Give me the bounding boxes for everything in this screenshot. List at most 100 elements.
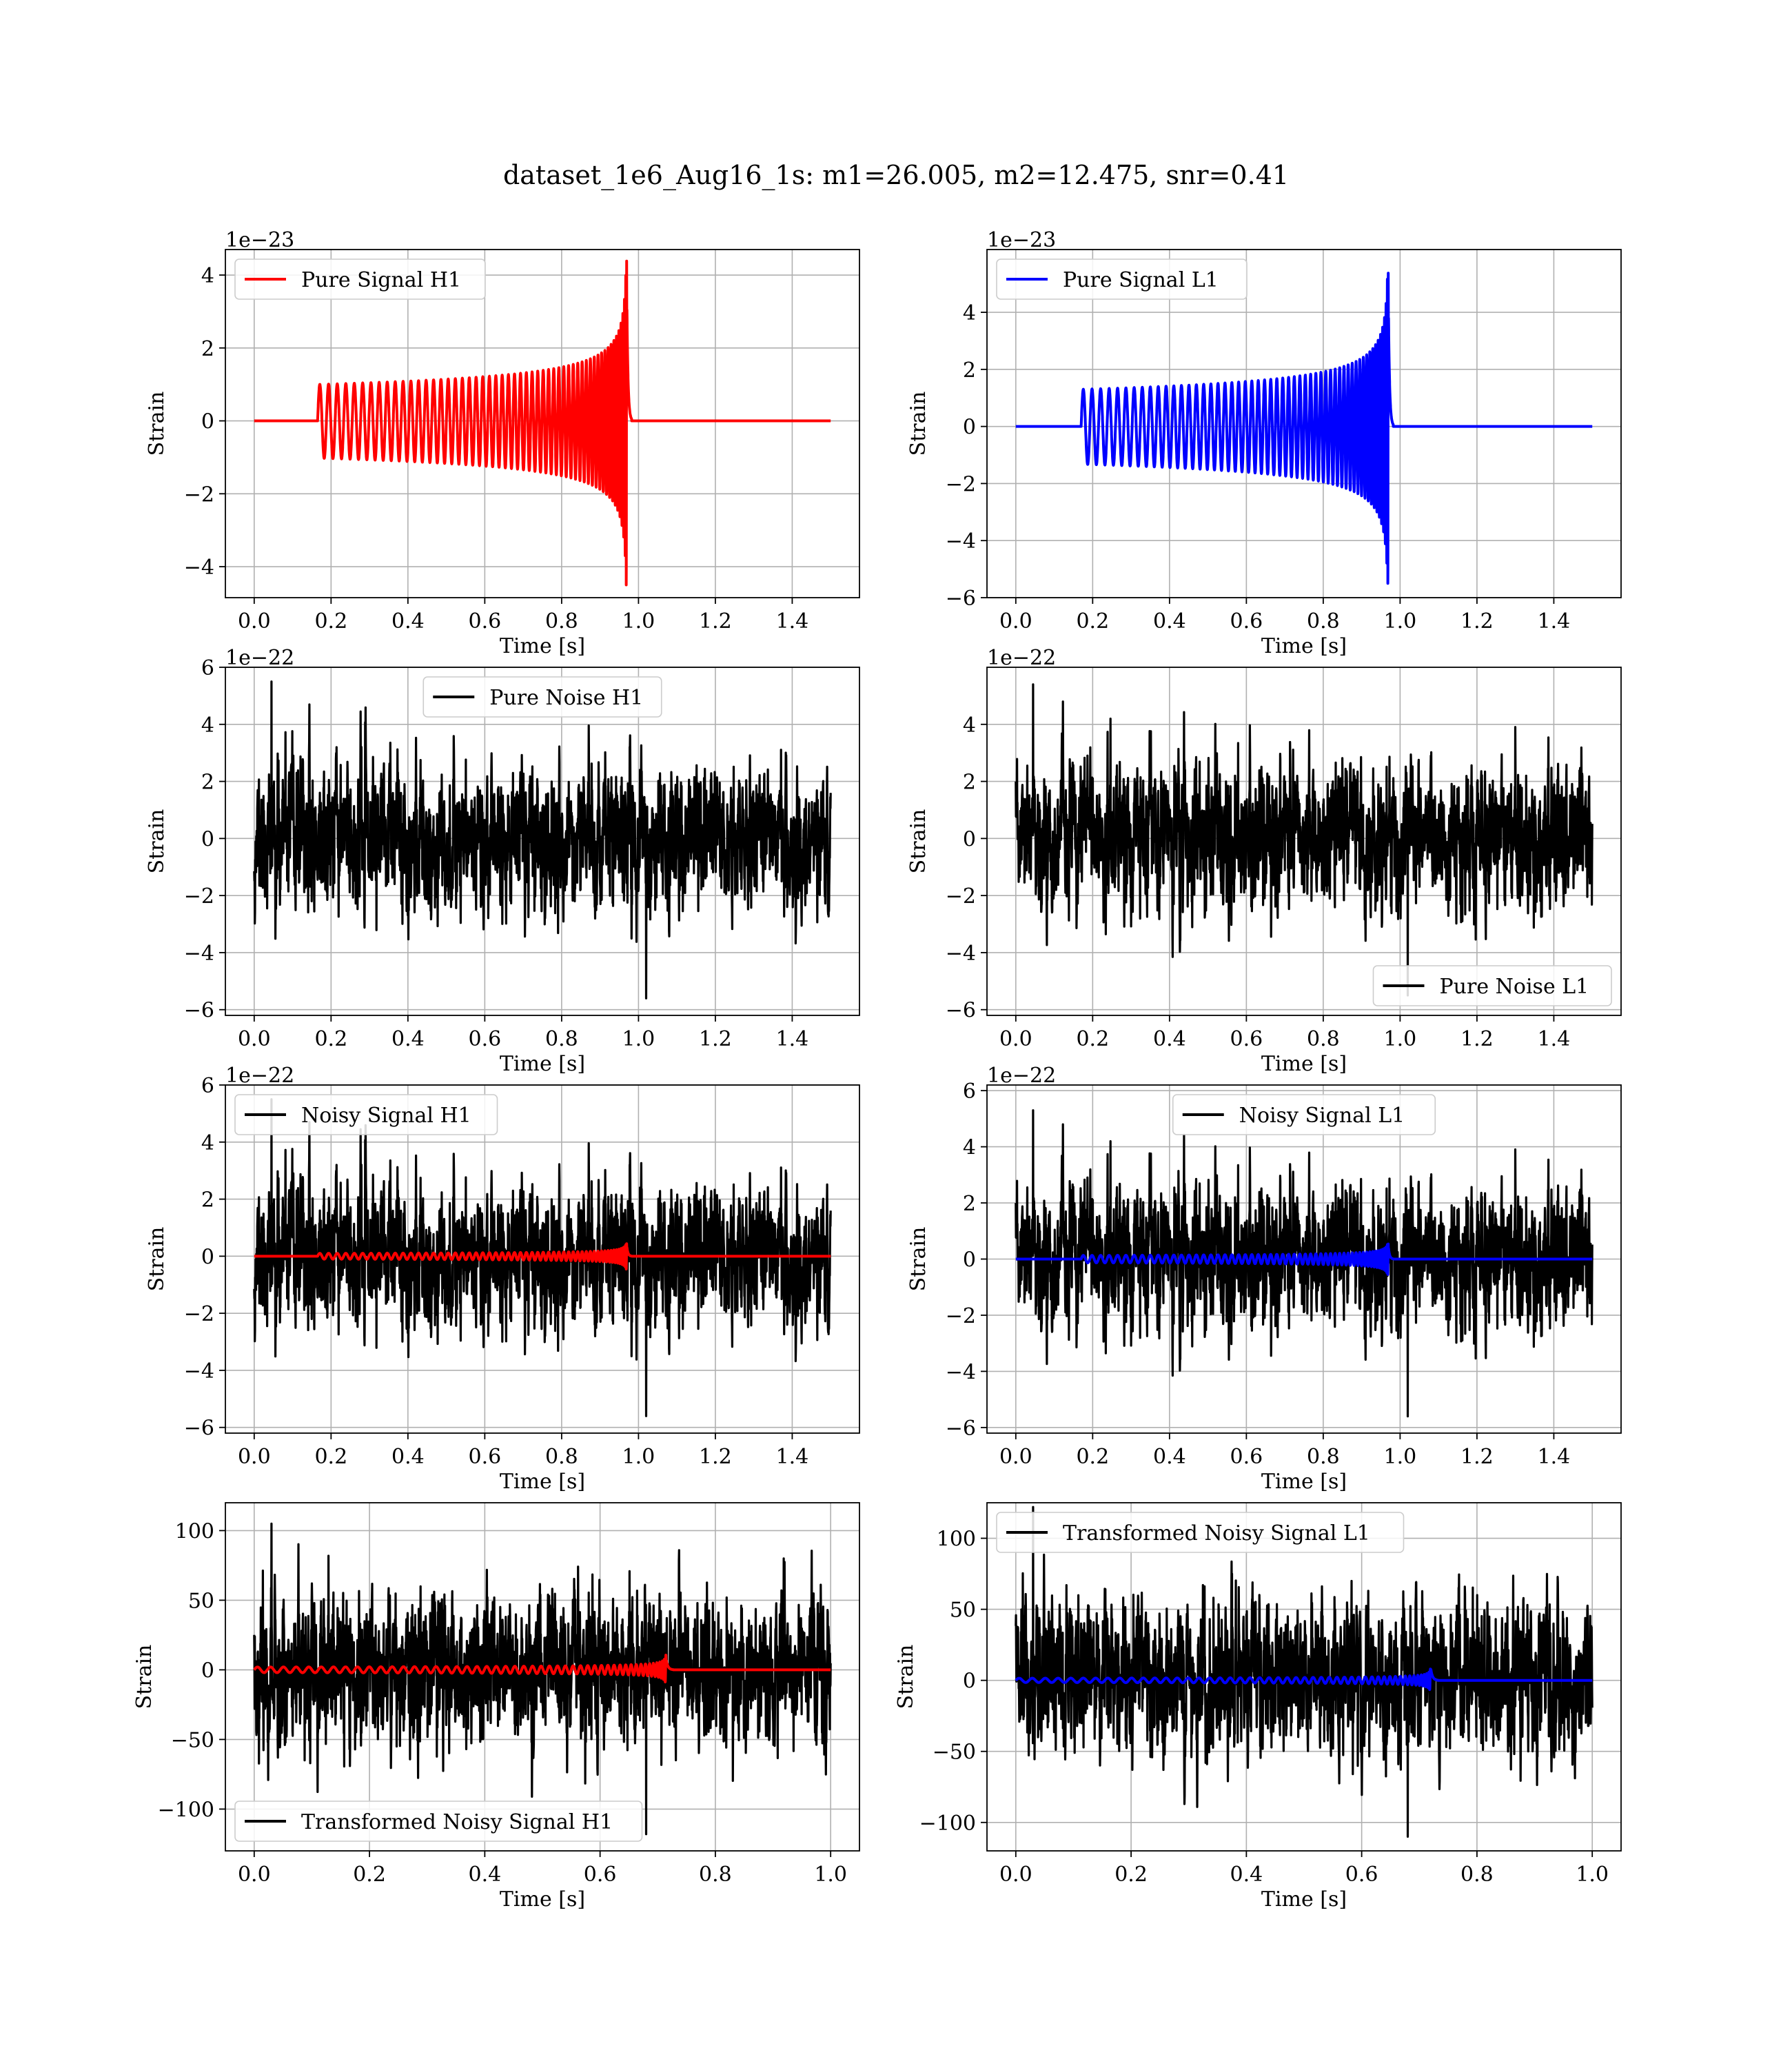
legend-label: Transformed Noisy Signal H1 — [301, 1810, 613, 1834]
x-axis-label: Time [s] — [500, 1887, 585, 1912]
x-tick-label: 0.4 — [391, 609, 425, 633]
series-line-transformed-noisy-signal-l1 — [1015, 1506, 1594, 1838]
subplot-transformed-noisy-signal-l1: 0.0 0.2 0.4 0.6 0.8 1.0 −100 −50 0 50 100 Time [s] S… — [894, 1502, 1622, 1912]
x-tick-label: 0.6 — [469, 1027, 502, 1051]
legend: Transformed Noisy Signal H1 — [234, 1801, 643, 1842]
y-tick-label: 100 — [175, 1519, 214, 1543]
y-tick-label: 0 — [963, 1248, 976, 1273]
x-tick-label: 1.4 — [1538, 609, 1571, 633]
series-line-noisy-signal-l1 — [1015, 1109, 1594, 1418]
series-line-pure-signal-h1 — [252, 259, 833, 587]
legend-box — [996, 1512, 1405, 1553]
x-tick-label: 0.4 — [1153, 1445, 1186, 1469]
subplot-noisy-signal-l1: 0.0 0.2 0.4 0.6 0.8 1.0 1.2 1.4 −6 −4 −2 0 2 4 6 Time [… — [906, 1064, 1622, 1494]
series-line-pure-noise-l1 — [1015, 683, 1594, 997]
x-tick-label: 1.0 — [1384, 609, 1417, 633]
y-tick-label: −100 — [158, 1798, 214, 1822]
subplot-pure-noise-l1: 0.0 0.2 0.4 0.6 0.8 1.0 1.2 1.4 −6 −4 −2 0 2 4 Time [s… — [906, 646, 1622, 1076]
series-line-overlay-1 — [252, 1242, 833, 1270]
x-axis-label: Time [s] — [1261, 1052, 1347, 1076]
x-tick-label: 1.2 — [699, 609, 732, 633]
x-tick-label: 0.6 — [1345, 1863, 1378, 1887]
y-tick-label: 0 — [201, 827, 214, 851]
legend-box — [234, 258, 486, 300]
subplot-noisy-signal-h1: 0.0 0.2 0.4 0.6 0.8 1.0 1.2 1.4 −6 −4 −2 0 2 4 6 Time [… — [145, 1064, 860, 1494]
x-tick-label: 1.4 — [1538, 1027, 1571, 1051]
y-tick-label: −2 — [946, 472, 976, 496]
legend-label: Noisy Signal L1 — [1239, 1104, 1405, 1128]
x-tick-label: 0.2 — [314, 1445, 347, 1469]
series-line-overlay-1 — [252, 1654, 833, 1683]
y-tick-label: 6 — [201, 1074, 214, 1098]
y-tick-label: 2 — [201, 1188, 214, 1213]
x-tick-label: 1.2 — [1460, 1027, 1494, 1051]
x-tick-label: 1.4 — [776, 609, 809, 633]
y-axis-label: Strain — [132, 1645, 156, 1710]
x-tick-label: 1.2 — [699, 1027, 732, 1051]
x-tick-label: 0.6 — [1230, 1027, 1263, 1051]
y-axis-label: Strain — [145, 392, 169, 456]
x-tick-label: 0.0 — [999, 1027, 1032, 1051]
y-tick-label: 6 — [963, 1079, 976, 1104]
x-tick-label: 0.8 — [1307, 1445, 1340, 1469]
x-axis-label: Time [s] — [1261, 634, 1347, 658]
y-tick-label: 0 — [201, 1659, 214, 1683]
y-offset-label: 1e−23 — [987, 228, 1056, 252]
axes-frame — [986, 667, 1622, 1016]
legend-box — [1172, 1094, 1436, 1135]
x-tick-label: 0.4 — [1153, 609, 1186, 633]
y-tick-label: −4 — [184, 942, 214, 966]
y-tick-label: 0 — [963, 416, 976, 440]
y-tick-label: −100 — [919, 1812, 976, 1836]
x-tick-label: 0.6 — [1230, 609, 1263, 633]
y-offset-label: 1e−22 — [987, 1064, 1056, 1088]
x-tick-label: 0.0 — [999, 609, 1032, 633]
subplot-pure-signal-h1: 0.0 0.2 0.4 0.6 0.8 1.0 1.2 1.4 −4 −2 0 2 4 Time [s] S… — [145, 228, 860, 658]
series-line-overlay-1 — [1014, 1242, 1594, 1276]
x-tick-label: 0.2 — [1114, 1863, 1148, 1887]
y-tick-label: −4 — [946, 1360, 976, 1384]
x-tick-label: 0.0 — [999, 1445, 1032, 1469]
x-tick-label: 0.4 — [391, 1027, 425, 1051]
y-axis-label: Strain — [906, 809, 930, 874]
series-line-pure-noise-h1 — [253, 680, 832, 1000]
y-axis-label: Strain — [894, 1645, 918, 1710]
y-tick-label: −6 — [184, 1417, 214, 1441]
x-axis-label: Time [s] — [1261, 1470, 1347, 1494]
y-tick-label: 4 — [201, 713, 214, 738]
y-offset-label: 1e−22 — [987, 646, 1056, 670]
x-tick-label: 1.0 — [622, 1027, 655, 1051]
x-tick-label: 1.4 — [1538, 1445, 1571, 1469]
y-tick-label: 6 — [201, 656, 214, 680]
x-tick-label: 0.4 — [1230, 1863, 1263, 1887]
series-line-noisy-signal-h1 — [253, 1098, 832, 1417]
x-tick-label: 0.4 — [469, 1863, 502, 1887]
x-tick-label: 0.2 — [314, 609, 347, 633]
y-tick-label: 0 — [201, 1245, 214, 1269]
x-tick-label: 1.4 — [776, 1027, 809, 1051]
series-line-transformed-noisy-signal-h1 — [253, 1522, 832, 1836]
x-tick-label: 0.8 — [1307, 1027, 1340, 1051]
legend: Pure Noise H1 — [422, 676, 662, 718]
subplot-pure-signal-l1: 0.0 0.2 0.4 0.6 0.8 1.0 1.2 1.4 −6 −4 −2 0 2 4 Time [s… — [906, 228, 1622, 658]
y-tick-label: 4 — [963, 1136, 976, 1160]
y-offset-label: 1e−23 — [225, 228, 294, 252]
axes-frame — [225, 249, 860, 598]
y-tick-label: 0 — [201, 410, 214, 434]
axes-frame — [225, 1084, 860, 1434]
x-tick-label: 0.4 — [391, 1445, 425, 1469]
y-tick-label: 100 — [937, 1528, 976, 1552]
y-tick-label: −6 — [946, 999, 976, 1023]
y-tick-label: −2 — [184, 483, 214, 507]
y-tick-label: 4 — [963, 713, 976, 738]
y-tick-label: 0 — [963, 1670, 976, 1694]
y-tick-label: −4 — [184, 556, 214, 580]
series-line-overlay-1 — [1014, 1667, 1594, 1692]
y-tick-label: 4 — [963, 301, 976, 325]
x-tick-label: 1.0 — [622, 1445, 655, 1469]
legend-label: Noisy Signal H1 — [301, 1104, 471, 1128]
x-tick-label: 1.2 — [1460, 609, 1494, 633]
legend-box — [234, 1094, 498, 1135]
legend: Transformed Noisy Signal L1 — [996, 1512, 1405, 1553]
